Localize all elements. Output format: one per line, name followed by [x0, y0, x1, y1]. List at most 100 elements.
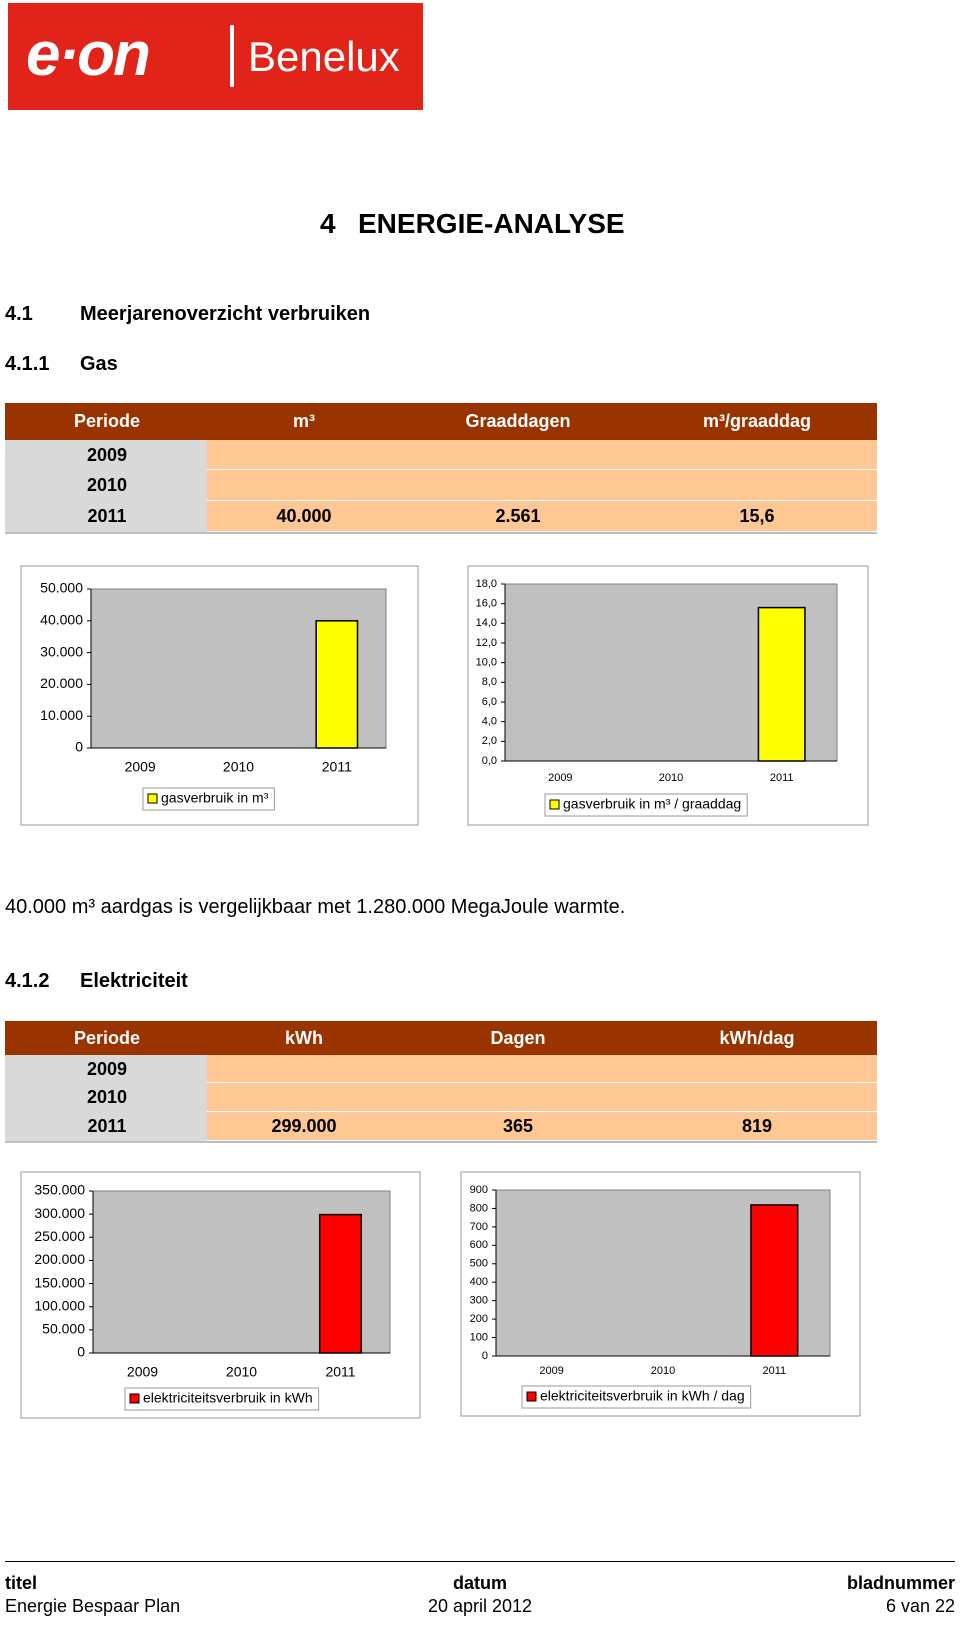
y-tick-label: 100.000	[34, 1297, 85, 1313]
table-cell: 299.000	[271, 1116, 337, 1136]
table-row-label-bg	[5, 440, 207, 470]
table-cell: 2011	[87, 506, 127, 526]
y-tick-label: 10.000	[40, 707, 83, 723]
table-cell: 2011	[87, 1116, 127, 1136]
table-cell: 2010	[86, 1087, 128, 1107]
footer-value: Energie Bespaar Plan	[5, 1596, 181, 1616]
y-tick-label: 14,0	[476, 617, 497, 629]
y-tick-label: 20.000	[40, 675, 83, 691]
bar	[318, 1213, 363, 1354]
y-tick-label: 700	[470, 1221, 488, 1233]
y-tick-label: 900	[470, 1184, 488, 1196]
heading-title: ENERGIE-ANALYSE	[358, 208, 625, 239]
y-tick-label: 300	[470, 1295, 488, 1307]
legend-swatch	[147, 793, 158, 804]
subsection-number: 4.1.1	[5, 353, 50, 375]
table-row-label-bg	[5, 501, 207, 532]
legend-swatch	[129, 1393, 140, 1404]
table-header-cell: kWh	[285, 1028, 323, 1048]
x-tick-label: 2011	[770, 772, 794, 784]
table-header-cell: kWh/dag	[719, 1028, 795, 1048]
x-tick-label: 2010	[226, 1364, 257, 1380]
y-tick-label: 12,0	[476, 637, 497, 649]
subsection-title: Elektriciteit	[80, 970, 188, 992]
legend-box	[142, 787, 275, 811]
bar	[315, 620, 359, 749]
y-tick-label: 50.000	[42, 1321, 85, 1337]
table-header-cell: Graaddagen	[465, 411, 571, 431]
logo-divider	[230, 25, 234, 87]
legend-swatch	[549, 799, 560, 810]
y-tick-label: 400	[470, 1276, 488, 1288]
bar	[750, 1204, 799, 1357]
table-row-bg	[207, 501, 877, 532]
x-tick-label: 2009	[548, 772, 572, 784]
y-tick-label: 300.000	[34, 1205, 85, 1221]
x-tick-label: 2010	[651, 1365, 675, 1377]
footer-label: bladnummer	[846, 1573, 955, 1593]
table-row-bg	[207, 440, 877, 470]
note: 40.000 m³ aardgas is vergelijkbaar met 1…	[5, 896, 626, 918]
legend-swatch	[526, 1391, 537, 1402]
y-tick-label: 350.000	[34, 1182, 85, 1198]
subsection-title: Gas	[80, 353, 118, 375]
legend-box	[521, 1385, 752, 1409]
y-tick-label: 0	[75, 739, 83, 755]
table-row-label-bg	[5, 1112, 207, 1141]
y-tick-label: 150.000	[34, 1274, 85, 1290]
x-tick-label: 2009	[539, 1365, 563, 1377]
table-cell: 819	[741, 1116, 773, 1136]
table-cell: 2.561	[495, 506, 541, 526]
table-cell: 40.000	[276, 506, 332, 526]
y-tick-label: 100	[470, 1331, 488, 1343]
table-cell: 2009	[86, 1059, 128, 1079]
table-cell: 2009	[86, 445, 128, 465]
y-tick-label: 16,0	[476, 598, 497, 610]
table-rule	[5, 1141, 877, 1143]
logo-region: Benelux	[248, 33, 400, 80]
y-tick-label: 0,0	[482, 755, 497, 767]
x-tick-label: 2010	[223, 759, 254, 775]
table-row-label-bg	[5, 1055, 207, 1083]
y-tick-label: 18,0	[476, 578, 497, 590]
x-tick-label: 2009	[125, 759, 156, 775]
legend-box	[124, 1387, 320, 1411]
legend-label: elektriciteitsverbruik in kWh / dag	[540, 1388, 745, 1404]
y-tick-label: 4,0	[482, 716, 497, 728]
y-tick-label: 800	[470, 1202, 488, 1214]
table-row-bg	[207, 1055, 877, 1083]
subsection-number: 4.1.2	[5, 970, 50, 992]
table-header-cell: m³/graaddag	[702, 411, 812, 431]
table-header-cell: Periode	[73, 1028, 141, 1048]
x-tick-label: 2011	[763, 1365, 787, 1377]
y-tick-label: 600	[470, 1239, 488, 1251]
y-tick-label: 40.000	[40, 612, 83, 628]
y-tick-label: 8,0	[482, 676, 497, 688]
footer-label: titel	[5, 1573, 38, 1593]
y-tick-label: 30.000	[40, 643, 83, 659]
table-header	[5, 1021, 877, 1055]
legend-label: elektriciteitsverbruik in kWh	[143, 1390, 313, 1406]
y-tick-label: 250.000	[34, 1228, 85, 1244]
y-tick-label: 2,0	[482, 735, 497, 747]
legend-label: gasverbruik in m³ / graaddag	[563, 796, 741, 812]
x-tick-label: 2011	[325, 1364, 355, 1380]
footer-value: 6 van 22	[885, 1596, 955, 1616]
y-tick-label: 200	[470, 1313, 488, 1325]
table-row-bg	[207, 470, 877, 501]
table-header-cell: m³	[293, 411, 315, 431]
section-number: 4.1	[5, 303, 33, 325]
y-tick-label: 10,0	[476, 657, 497, 669]
table-cell: 2010	[86, 475, 128, 495]
y-tick-label: 6,0	[482, 696, 497, 708]
footer-value: 20 april 2012	[427, 1596, 533, 1616]
x-tick-label: 2010	[659, 772, 683, 784]
table-header-cell: Periode	[73, 411, 141, 431]
legend-label: gasverbruik in m³	[161, 790, 269, 806]
y-tick-label: 0	[77, 1344, 85, 1360]
heading-number: 4	[320, 208, 336, 239]
table-header	[5, 403, 877, 440]
footer-label: datum	[453, 1573, 507, 1593]
bar	[757, 606, 806, 762]
